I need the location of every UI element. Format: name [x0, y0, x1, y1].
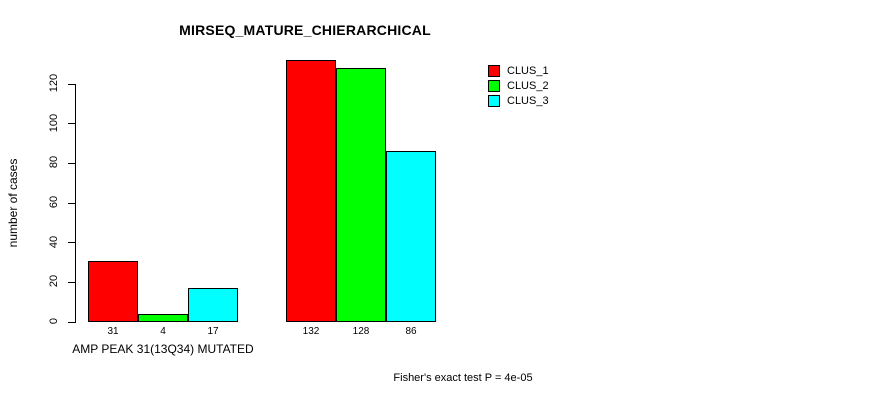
legend-row-clus_1: CLUS_1	[488, 64, 549, 77]
y-tick-mark	[68, 242, 75, 244]
y-tick-label: 40	[48, 235, 60, 248]
bar-value-label: 31	[107, 326, 119, 337]
y-tick-label: 120	[48, 73, 60, 93]
bar-clus_3-group1	[188, 288, 238, 322]
fisher-test-annotation: Fisher's exact test P = 4e-05	[393, 372, 533, 384]
bar-clus_3-group2	[386, 151, 436, 322]
bar-clus_1-group1	[88, 261, 138, 322]
y-tick-label: 80	[48, 156, 60, 169]
y-tick-mark	[68, 83, 75, 85]
y-tick-label: 0	[48, 317, 60, 325]
legend-swatch-icon	[488, 64, 500, 77]
bar-value-label: 86	[405, 326, 417, 337]
chart-title: MIRSEQ_MATURE_CHIERARCHICAL	[179, 22, 431, 38]
y-axis-label: number of cases	[6, 158, 20, 248]
y-tick-mark	[68, 162, 75, 164]
y-tick-mark	[68, 321, 75, 323]
bar-clus_2-group1	[138, 314, 188, 322]
bar-clus_2-group2	[336, 68, 386, 322]
y-tick-mark	[68, 123, 75, 125]
legend-swatch-icon	[488, 94, 500, 107]
y-tick-label: 100	[48, 113, 60, 132]
y-tick-mark	[68, 281, 75, 283]
legend-swatch-icon	[488, 79, 500, 92]
x-axis-group-label: AMP PEAK 31(13Q34) MUTATED	[72, 342, 254, 356]
legend-label: CLUS_1	[507, 64, 549, 77]
legend-row-clus_3: CLUS_3	[488, 94, 549, 107]
legend-row-clus_2: CLUS_2	[488, 79, 549, 92]
bar-value-label: 128	[352, 326, 370, 337]
bar-clus_1-group2	[286, 60, 336, 322]
bar-value-label: 4	[160, 326, 166, 337]
bar-value-label: 17	[207, 326, 219, 337]
y-tick-label: 60	[48, 195, 60, 209]
legend-label: CLUS_3	[507, 94, 549, 107]
y-axis	[75, 84, 76, 323]
y-tick-label: 20	[48, 275, 60, 288]
bar-value-label: 132	[302, 326, 320, 337]
y-tick-mark	[68, 202, 75, 204]
legend: CLUS_1 CLUS_2 CLUS_3	[488, 64, 549, 107]
legend-label: CLUS_2	[507, 79, 549, 92]
